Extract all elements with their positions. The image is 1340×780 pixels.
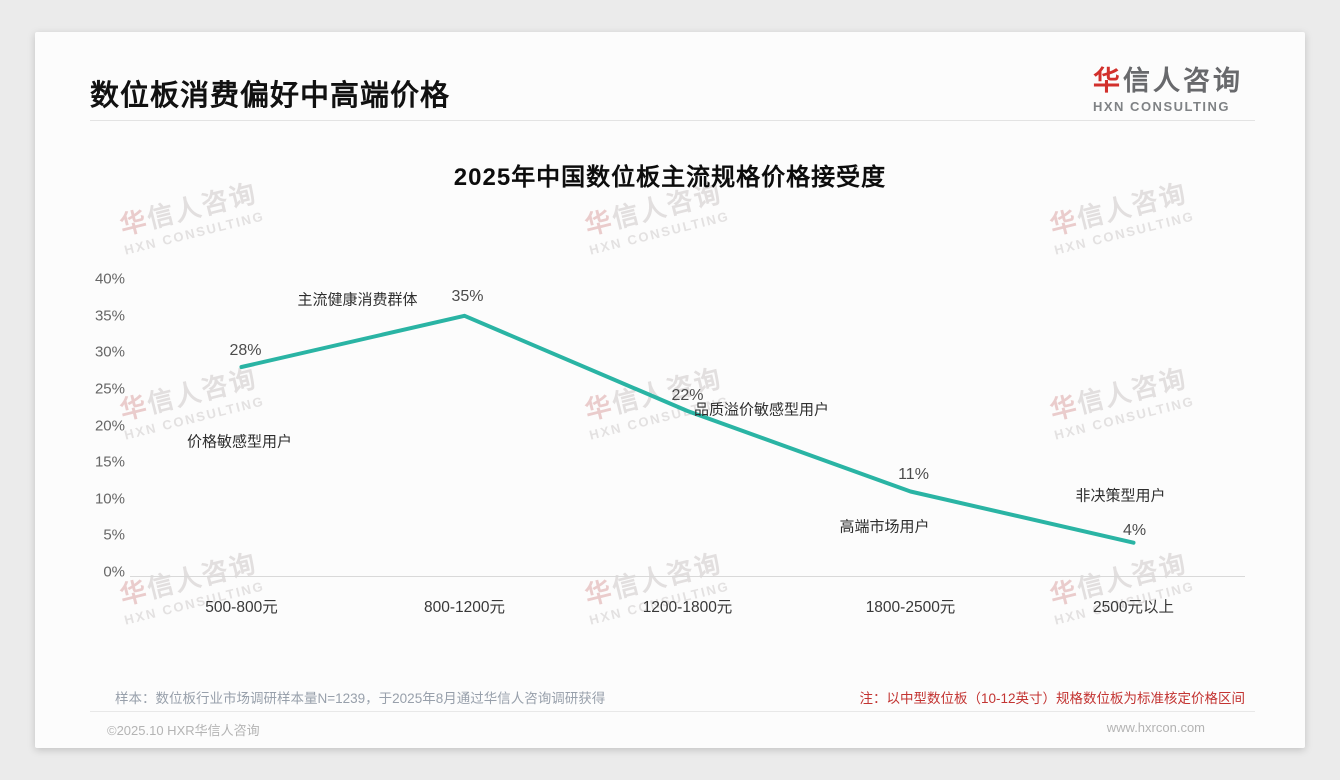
y-axis-tick: 20%	[94, 417, 125, 435]
logo-cn-rest: 信人咨询	[1123, 66, 1243, 96]
company-logo: 华信人咨询 HXN CONSULTING	[1093, 59, 1243, 114]
line-chart: 40% 35% 30% 25% 20% 15% 10% 5% 0% 500-800元 800-120…	[35, 32, 1305, 748]
x-axis-label: 1800-2500元	[865, 599, 956, 616]
data-point-value: 22%	[671, 386, 704, 404]
segment-annotation: 高端市场用户	[839, 518, 930, 536]
price-note: 注：以中型数位板（10-12英寸）规格数位板为标准核定价格区间	[859, 691, 1245, 706]
x-axis-label: 500-800元	[205, 599, 278, 616]
data-point-value: 4%	[1122, 521, 1147, 539]
x-axis-line	[130, 576, 1245, 577]
data-point-value: 11%	[898, 466, 929, 484]
x-axis-label: 800-1200元	[423, 599, 506, 616]
y-axis-tick: 0%	[103, 563, 125, 581]
footer-divider	[90, 711, 1255, 712]
header-divider	[90, 120, 1255, 121]
x-axis-label: 1200-1800元	[642, 599, 733, 616]
logo-en-text: HXN CONSULTING	[1093, 99, 1231, 114]
data-point-value: 35%	[451, 287, 484, 305]
trend-line	[239, 313, 1136, 545]
y-axis-tick: 10%	[94, 490, 125, 508]
website-text: www.hxrcon.com	[1106, 720, 1205, 735]
segment-annotation: 主流健康消费群体	[297, 291, 418, 309]
y-axis-tick: 35%	[94, 307, 125, 325]
logo-cn-first: 华	[1093, 66, 1123, 96]
y-axis-tick: 5%	[103, 526, 125, 544]
sample-note: 样本：数位板行业市场调研样本量N=1239，于2025年8月通过华信人咨询调研获…	[115, 691, 606, 706]
chart-title: 2025年中国数位板主流规格价格接受度	[453, 164, 887, 191]
slide-card: 华信人咨询 HXN CONSULTING 华信人咨询 HXN CONSULTING 华信…	[35, 32, 1305, 748]
y-axis-tick: 30%	[94, 343, 125, 361]
page-title: 数位板消费偏好中高端价格	[90, 80, 451, 112]
segment-annotation: 品质溢价敏感型用户	[693, 401, 830, 419]
data-point-value: 28%	[229, 342, 262, 360]
y-axis-tick: 40%	[94, 270, 125, 288]
segment-annotation: 非决策型用户	[1075, 487, 1166, 505]
copyright-text: ©2025.10 HXR华信人咨询	[107, 723, 260, 738]
logo-cn-text: 华信人咨询	[1093, 59, 1243, 98]
trend-line-svg	[239, 313, 1136, 545]
x-axis-label: 2500元以上	[1093, 599, 1174, 616]
y-axis-tick: 25%	[94, 380, 125, 398]
y-axis-tick: 15%	[94, 453, 125, 471]
segment-annotation: 价格敏感型用户	[186, 433, 293, 451]
